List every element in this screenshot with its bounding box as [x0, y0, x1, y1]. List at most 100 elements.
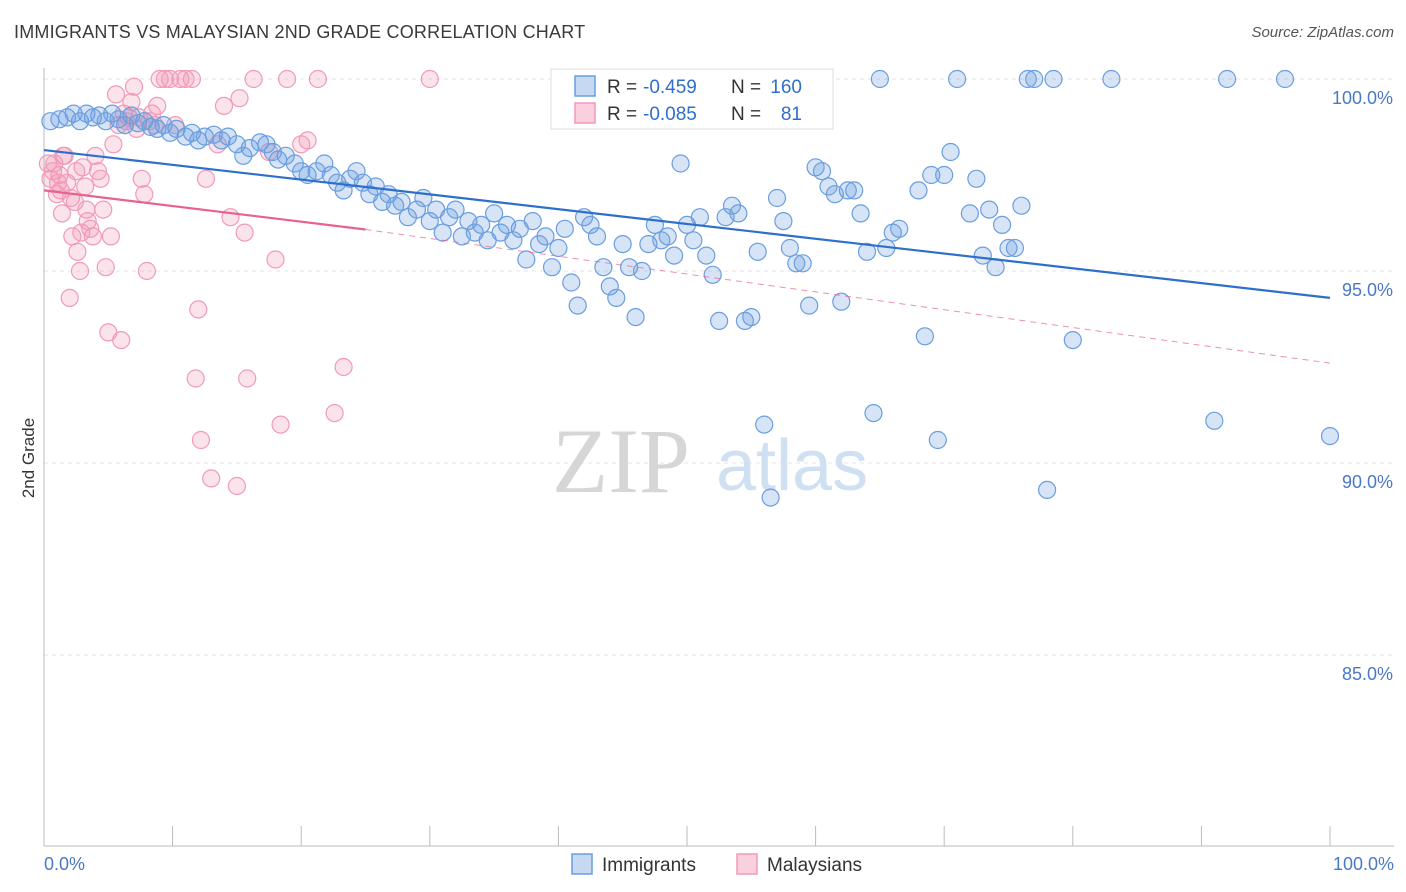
- malaysians-point: [191, 430, 210, 450]
- malaysians-point: [54, 146, 73, 165]
- bottom-legend-swatch-immigrants: [571, 853, 593, 875]
- malaysians-point: [227, 476, 246, 496]
- malaysians-point: [137, 261, 156, 281]
- immigrants-point: [690, 208, 710, 227]
- immigrants-point: [787, 254, 806, 273]
- immigrants-point: [392, 192, 411, 211]
- malaysians-point: [196, 169, 216, 188]
- x-ticks: [43, 826, 1331, 846]
- immigrants-point: [703, 265, 722, 284]
- malaysians-point: [235, 223, 254, 242]
- y-axis-title: 2nd Grade: [19, 418, 38, 498]
- immigrants-point: [523, 212, 542, 231]
- trend-line-immigrants: [43, 148, 1331, 299]
- immigrants-point: [440, 208, 459, 227]
- malaysians-point: [135, 185, 154, 204]
- malaysians-point: [420, 69, 439, 89]
- malaysians-point: [155, 69, 174, 89]
- immigrants-point: [315, 154, 334, 173]
- malaysians-point: [132, 169, 151, 188]
- immigrants-point: [64, 104, 83, 123]
- malaysians-point: [70, 261, 90, 281]
- immigrants-point: [793, 254, 812, 273]
- y-tick-label-0: 100.0%: [1332, 88, 1393, 108]
- immigrants-point: [780, 238, 800, 258]
- series-legend: Immigrants Malaysians: [571, 853, 862, 876]
- immigrants-point: [729, 204, 748, 223]
- bottom-legend-label-malaysians: Malaysians: [767, 855, 862, 876]
- malaysians-point: [325, 404, 344, 423]
- immigrants-point: [1044, 69, 1063, 89]
- immigrants-point: [767, 188, 787, 208]
- malaysians-point: [148, 96, 167, 116]
- malaysians-point: [150, 69, 169, 89]
- y-tick-label-2: 90.0%: [1342, 472, 1393, 492]
- immigrants-point: [250, 133, 270, 152]
- malaysians-point: [244, 69, 263, 89]
- malaysians-point: [186, 369, 205, 388]
- immigrants-point: [857, 242, 877, 261]
- immigrants-point: [742, 308, 761, 327]
- immigrants-point: [407, 200, 426, 219]
- immigrants-point: [1205, 411, 1224, 430]
- immigrants-point: [613, 235, 632, 254]
- immigrants-point: [555, 219, 574, 238]
- immigrants-point: [607, 288, 626, 307]
- immigrants-point: [935, 165, 954, 185]
- immigrants-point: [761, 488, 780, 507]
- immigrants-point: [870, 69, 890, 89]
- trend-line-malaysians-extended: [365, 229, 1331, 364]
- immigrants-point: [1275, 69, 1295, 89]
- malaysians-point: [76, 177, 95, 196]
- immigrants-point: [864, 404, 883, 423]
- legend-n-label-immigrants: N =: [731, 77, 761, 98]
- malaysians-point: [52, 204, 72, 223]
- immigrants-point: [1025, 69, 1044, 89]
- malaysians-point: [160, 69, 180, 89]
- watermark-zip: ZIP: [552, 410, 690, 512]
- immigrants-point: [517, 250, 536, 269]
- malaysians-point: [72, 223, 91, 242]
- immigrants-point: [755, 415, 774, 434]
- immigrants-point: [1037, 480, 1057, 499]
- immigrants-point: [626, 308, 645, 327]
- y-tick-labels: 100.0% 95.0% 90.0% 85.0%: [1332, 88, 1393, 684]
- grid: [44, 78, 1394, 656]
- malaysians-point: [101, 227, 121, 246]
- malaysians-point: [77, 200, 96, 219]
- malaysians-point: [104, 135, 123, 154]
- immigrants-point: [986, 258, 1005, 277]
- immigrants-point: [967, 169, 986, 188]
- chart-title: IMMIGRANTS VS MALAYSIAN 2ND GRADE CORREL…: [14, 22, 586, 42]
- malaysians-point: [278, 69, 297, 89]
- stats-legend: R = -0.459 N = 160 R = -0.085 N = 81: [550, 68, 834, 130]
- immigrants-point: [973, 246, 992, 265]
- immigrants-point: [446, 200, 465, 219]
- trend-lines: [43, 148, 1331, 364]
- malaysians-point: [68, 242, 87, 261]
- malaysians-point: [182, 69, 201, 89]
- malaysians-point: [67, 162, 86, 181]
- immigrants-point: [632, 261, 652, 281]
- y-tick-label-1: 95.0%: [1342, 280, 1393, 300]
- legend-swatch-malaysians: [574, 102, 596, 124]
- immigrants-point: [568, 296, 587, 315]
- immigrants-point: [334, 181, 353, 200]
- immigrants-point: [1012, 196, 1031, 215]
- immigrants-point: [947, 69, 967, 89]
- malaysians-point: [271, 415, 290, 434]
- immigrants-point: [433, 223, 452, 242]
- legend-r-label-immigrants: R =: [607, 77, 637, 98]
- legend-n-label-malaysians: N =: [731, 104, 761, 125]
- immigrants-point: [307, 162, 326, 181]
- malaysians-point: [298, 131, 317, 150]
- malaysians-point: [176, 69, 195, 89]
- immigrants-point: [549, 238, 568, 258]
- legend-r-label-malaysians: R =: [607, 104, 637, 125]
- immigrants-point: [504, 231, 523, 250]
- source-note: Source: ZipAtlas.com: [1251, 24, 1394, 41]
- immigrants-point: [941, 142, 960, 162]
- immigrants-point: [600, 277, 619, 296]
- malaysians-point: [334, 357, 353, 377]
- immigrants-point: [851, 204, 870, 223]
